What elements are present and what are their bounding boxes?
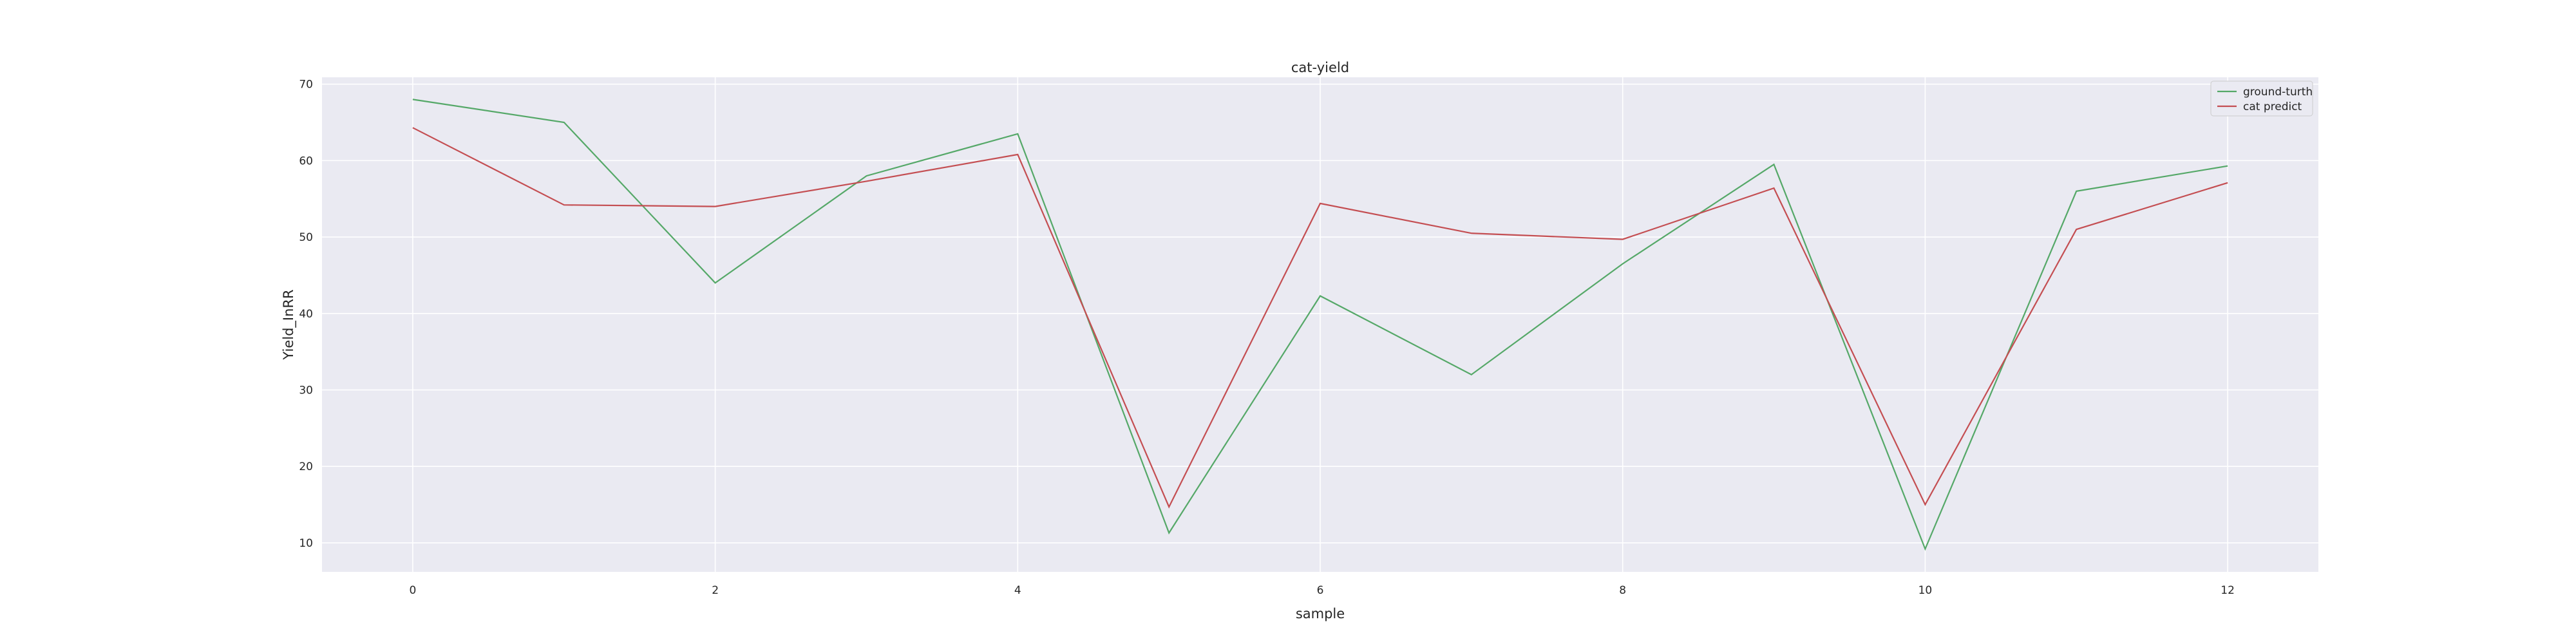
x-tick-label: 2 xyxy=(712,584,719,597)
y-tick-label: 70 xyxy=(299,79,313,91)
y-tick-label: 50 xyxy=(299,231,313,244)
y-axis-label: Yield_InRR xyxy=(281,289,297,360)
chart-title: cat-yield xyxy=(1291,60,1349,75)
series-lines xyxy=(412,99,2228,551)
legend-label-1: cat predict xyxy=(2243,100,2302,113)
y-tick-label: 10 xyxy=(299,537,313,550)
x-tick-label: 6 xyxy=(1317,584,1324,597)
legend-label-0: ground-turth xyxy=(2243,86,2313,99)
legend-box xyxy=(2210,80,2313,117)
x-tick-label: 8 xyxy=(1619,584,1626,597)
x-tick-label: 12 xyxy=(2221,584,2235,597)
series-line-0 xyxy=(412,99,2228,551)
y-tick-label: 30 xyxy=(299,384,313,397)
y-tick-label: 60 xyxy=(299,155,313,167)
x-axis-label: sample xyxy=(1296,606,1345,621)
x-tick-label: 10 xyxy=(1918,584,1933,597)
tick-labels: 0 2 4 6 8 10 12 10 20 30 40 50 60 70 xyxy=(299,79,2235,597)
y-tick-label: 20 xyxy=(299,460,313,473)
x-tick-label: 0 xyxy=(409,584,416,597)
y-tick-label: 40 xyxy=(299,308,313,321)
x-tick-label: 4 xyxy=(1014,584,1021,597)
series-line-1 xyxy=(412,127,2228,509)
grid-lines xyxy=(322,77,2318,572)
